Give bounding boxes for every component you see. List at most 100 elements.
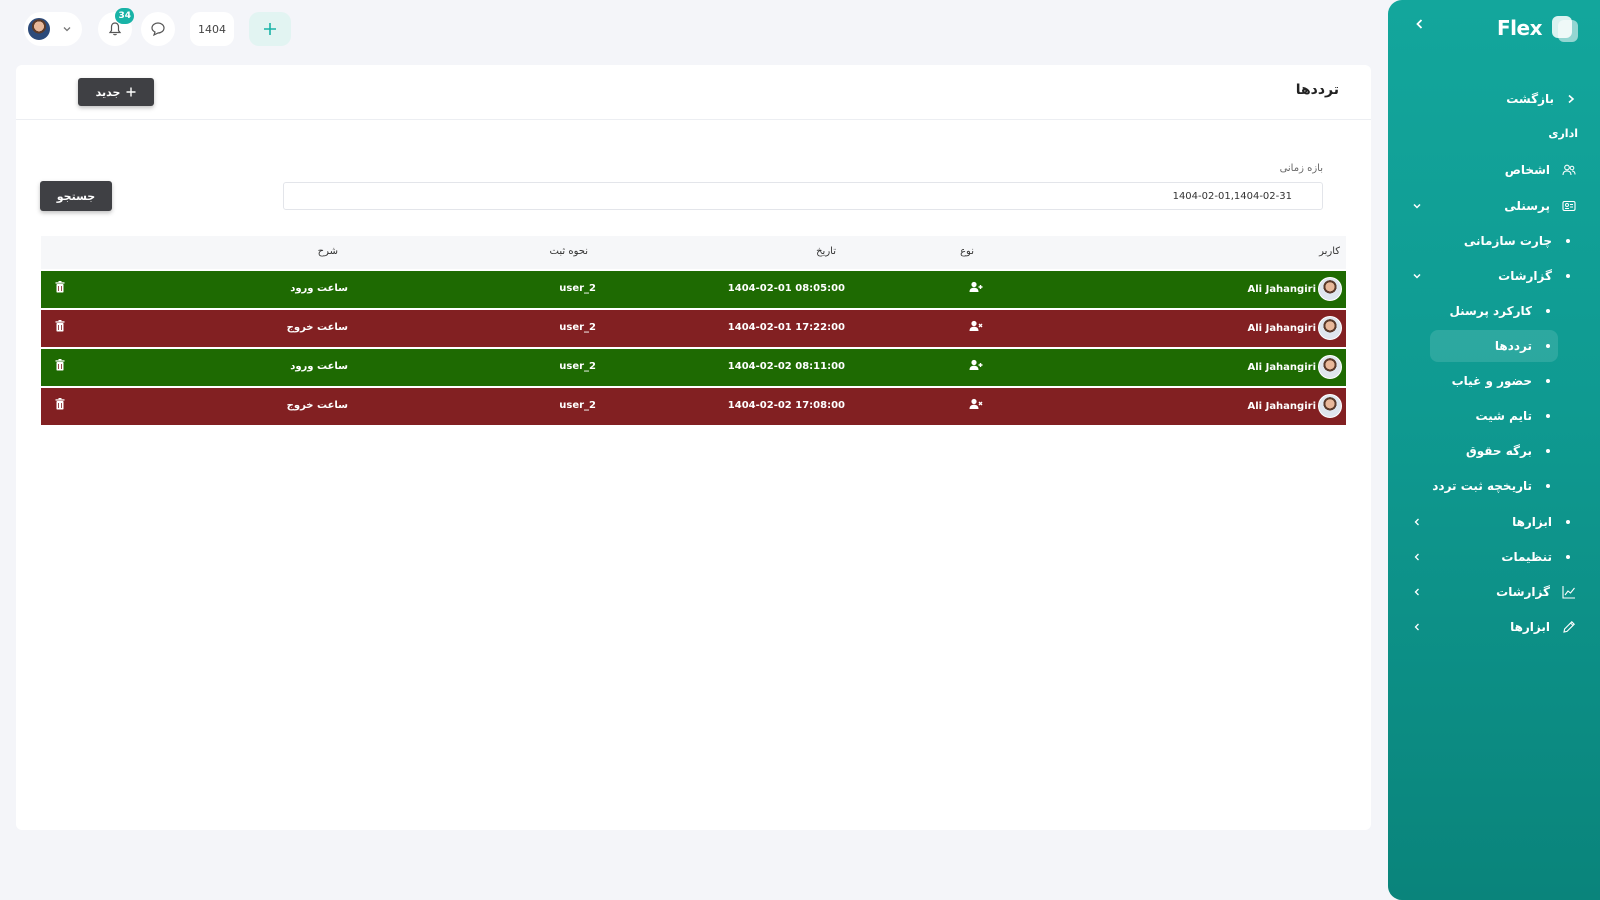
user-name: Ali Jahangiri bbox=[1247, 283, 1316, 295]
sidebar-item-label: چارت سازمانی bbox=[1463, 234, 1552, 248]
user-times-icon bbox=[969, 398, 983, 413]
header-type: نوع bbox=[960, 246, 974, 257]
user-cell: Ali Jahangiri bbox=[1248, 355, 1342, 379]
plus-icon bbox=[126, 87, 136, 97]
date-cell: 1404-02-01 17:22:00 bbox=[727, 322, 845, 333]
page-title: ترددها bbox=[1295, 82, 1339, 98]
user-times-icon bbox=[969, 320, 983, 335]
user-cell: Ali Jahangiri bbox=[1248, 277, 1342, 301]
sidebar-item-people[interactable]: اشخاص bbox=[1388, 155, 1600, 185]
sidebar-item-attendance-logs[interactable]: ترددها bbox=[1388, 330, 1600, 362]
sidebar-item-label: تنظیمات bbox=[1501, 550, 1552, 564]
sidebar-item-personnel-work[interactable]: کارکرد پرسنل bbox=[1388, 296, 1600, 326]
bullet-icon bbox=[1566, 555, 1570, 559]
quick-add-button[interactable] bbox=[249, 12, 291, 46]
chat-button[interactable] bbox=[141, 12, 175, 46]
sidebar-item-label: ترددها bbox=[1494, 339, 1532, 353]
header-description: شرح bbox=[317, 246, 338, 257]
user-name: Ali Jahangiri bbox=[1247, 361, 1316, 373]
brand-name: Flex bbox=[1497, 16, 1542, 40]
user-name: Ali Jahangiri bbox=[1247, 400, 1316, 412]
table-row[interactable]: Ali Jahangiri 1404-02-01 17:22:00 user_2… bbox=[41, 310, 1346, 347]
attendance-table: کاربر نوع تاریخ نحوه ثبت شرح Ali Jahangi… bbox=[41, 236, 1346, 425]
sidebar-item-label: تایم شیت bbox=[1475, 409, 1532, 423]
sidebar-item-log-history[interactable]: تاریخچه ثبت تردد bbox=[1388, 471, 1600, 501]
chevron-left-icon[interactable] bbox=[1414, 18, 1426, 30]
card-header: ترددها جدید bbox=[16, 65, 1371, 120]
sidebar-item-timesheet[interactable]: تایم شیت bbox=[1388, 401, 1600, 431]
sidebar-item-label: کارکرد پرسنل bbox=[1449, 304, 1532, 318]
user-avatar bbox=[1318, 394, 1342, 418]
chevron-left-icon bbox=[1414, 588, 1419, 596]
search-button[interactable]: جستجو bbox=[40, 181, 112, 211]
bullet-icon bbox=[1546, 379, 1550, 383]
date-range-input[interactable] bbox=[283, 182, 1323, 210]
date-cell: 1404-02-02 08:11:00 bbox=[727, 361, 845, 372]
notifications-button[interactable]: 34 bbox=[98, 8, 134, 46]
table-row[interactable]: Ali Jahangiri 1404-02-02 08:11:00 user_2… bbox=[41, 349, 1346, 386]
sidebar-item-payslip[interactable]: برگه حقوق bbox=[1388, 436, 1600, 466]
chevron-right-icon bbox=[1568, 94, 1575, 104]
notification-count-badge: 34 bbox=[115, 8, 134, 24]
year-selector[interactable]: 1404 bbox=[190, 12, 234, 46]
chevron-down-icon bbox=[1413, 273, 1421, 279]
new-button-label: جدید bbox=[95, 85, 121, 99]
bullet-icon bbox=[1566, 239, 1570, 243]
date-cell: 1404-02-02 17:08:00 bbox=[727, 400, 845, 411]
trash-icon[interactable] bbox=[53, 281, 67, 296]
sidebar-back[interactable]: بازگشت bbox=[1388, 84, 1600, 114]
description-cell: ساعت خروج bbox=[286, 322, 348, 333]
user-name: Ali Jahangiri bbox=[1247, 322, 1316, 334]
flex-logo-icon bbox=[1550, 16, 1578, 44]
sidebar-item-label: پرسنلی bbox=[1504, 199, 1550, 213]
chevron-left-icon bbox=[1414, 553, 1419, 561]
chevron-down-icon bbox=[63, 27, 71, 32]
chevron-left-icon bbox=[1414, 623, 1419, 631]
table-row[interactable]: Ali Jahangiri 1404-02-02 17:08:00 user_2… bbox=[41, 388, 1346, 425]
user-avatar bbox=[1318, 277, 1342, 301]
chat-icon bbox=[151, 22, 165, 37]
bell-icon bbox=[108, 22, 122, 36]
sidebar-header: Flex bbox=[1388, 0, 1600, 58]
header-date: تاریخ bbox=[816, 246, 836, 257]
header-user: کاربر bbox=[1319, 246, 1340, 257]
user-avatar bbox=[26, 16, 52, 42]
sidebar-item-label: گزارشات bbox=[1498, 269, 1552, 283]
user-plus-icon bbox=[969, 359, 983, 374]
description-cell: ساعت ورود bbox=[290, 283, 348, 294]
sidebar-item-org-chart[interactable]: چارت سازمانی bbox=[1388, 226, 1600, 256]
sidebar-item-reports-group[interactable]: گزارشات bbox=[1388, 261, 1600, 291]
table-row[interactable]: Ali Jahangiri 1404-02-01 08:05:00 user_2… bbox=[41, 271, 1346, 308]
bullet-icon bbox=[1546, 484, 1550, 488]
method-cell: user_2 bbox=[559, 361, 596, 372]
trash-icon[interactable] bbox=[53, 359, 67, 374]
new-button[interactable]: جدید bbox=[78, 78, 154, 106]
sidebar-item-personnel[interactable]: پرسنلی bbox=[1388, 191, 1600, 221]
user-avatar bbox=[1318, 355, 1342, 379]
sidebar-item-label: ابزارها bbox=[1510, 620, 1550, 634]
sidebar-item-label: گزارشات bbox=[1496, 585, 1550, 599]
sidebar: Flex بازگشت اداری اشخاص پرسنلی bbox=[1388, 0, 1600, 900]
bullet-icon bbox=[1546, 414, 1550, 418]
main-card: ترددها جدید بازه زمانی جستجو کاربر نوع ت… bbox=[16, 65, 1371, 830]
user-cell: Ali Jahangiri bbox=[1248, 316, 1342, 340]
active-highlight bbox=[1430, 330, 1558, 362]
bullet-icon bbox=[1546, 344, 1550, 348]
method-cell: user_2 bbox=[559, 322, 596, 333]
bullet-icon bbox=[1566, 520, 1570, 524]
pencil-icon bbox=[1563, 621, 1575, 633]
sidebar-item-tools-sub[interactable]: ابزارها bbox=[1388, 507, 1600, 537]
sidebar-item-settings[interactable]: تنظیمات bbox=[1388, 542, 1600, 572]
trash-icon[interactable] bbox=[53, 320, 67, 335]
id-card-icon bbox=[1562, 200, 1576, 212]
chart-line-icon bbox=[1562, 586, 1575, 599]
sidebar-item-presence-absence[interactable]: حضور و غیاب bbox=[1388, 366, 1600, 396]
header-method: نحوه ثبت bbox=[549, 246, 588, 257]
sidebar-item-tools[interactable]: ابزارها bbox=[1388, 612, 1600, 642]
date-cell: 1404-02-01 08:05:00 bbox=[727, 283, 845, 294]
trash-icon[interactable] bbox=[53, 398, 67, 413]
bullet-icon bbox=[1546, 449, 1550, 453]
method-cell: user_2 bbox=[559, 283, 596, 294]
profile-menu[interactable] bbox=[24, 12, 82, 46]
sidebar-item-reports[interactable]: گزارشات bbox=[1388, 577, 1600, 607]
